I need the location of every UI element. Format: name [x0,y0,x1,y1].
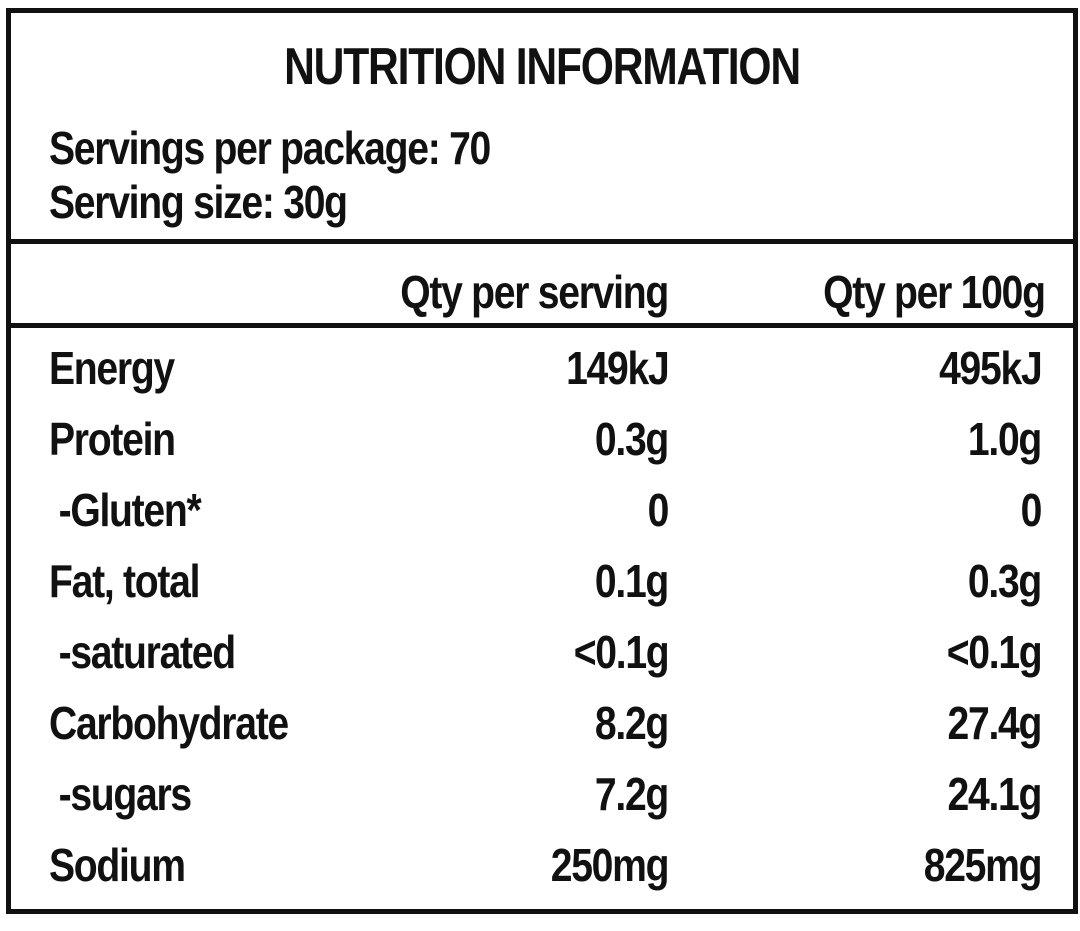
nutrient-label: -sugars [49,768,193,820]
per-100g-value: 1.0g [967,413,1042,465]
nutrient-label: Sodium [49,839,186,891]
per-serving-value: 8.2g [594,697,669,749]
per-100g-value: 27.4g [947,697,1042,749]
nutrient-label: -saturated [49,626,237,678]
per-serving-value: 7.2g [594,768,669,820]
per-serving-value: 0.1g [594,555,669,607]
servings: Servings per package: 70 [49,122,491,174]
per-serving-value: 149kJ [565,342,670,394]
per-100g-value: 825mg [923,839,1042,891]
per-serving-value: 0.3g [594,413,669,465]
divider [11,323,1073,328]
per-100g-value: 0 [1020,484,1043,536]
nutrient-label: -Gluten* [49,484,202,536]
per-100g-value: 0.3g [967,555,1042,607]
per-100g-value: 24.1g [947,768,1042,820]
serving-size: Serving size: 30g [49,176,348,228]
nutrient-label: Fat, total [49,555,200,607]
nutrient-label: Carbohydrate [49,697,289,749]
per-serving-value: 250mg [550,839,669,891]
column-header: Qty per serving [400,266,669,318]
nutrition-panel: NUTRITION INFORMATION Servings per packa… [6,8,1078,914]
per-serving-value: 0 [647,484,670,536]
per-100g-value: <0.1g [946,626,1042,678]
per-serving-value: <0.1g [573,626,669,678]
divider [11,239,1073,244]
title: NUTRITION INFORMATION [284,38,801,96]
nutrient-label: Protein [49,413,176,465]
nutrient-label: Energy [49,342,175,394]
column-header: Qty per 100g [823,266,1046,318]
per-100g-value: 495kJ [938,342,1043,394]
